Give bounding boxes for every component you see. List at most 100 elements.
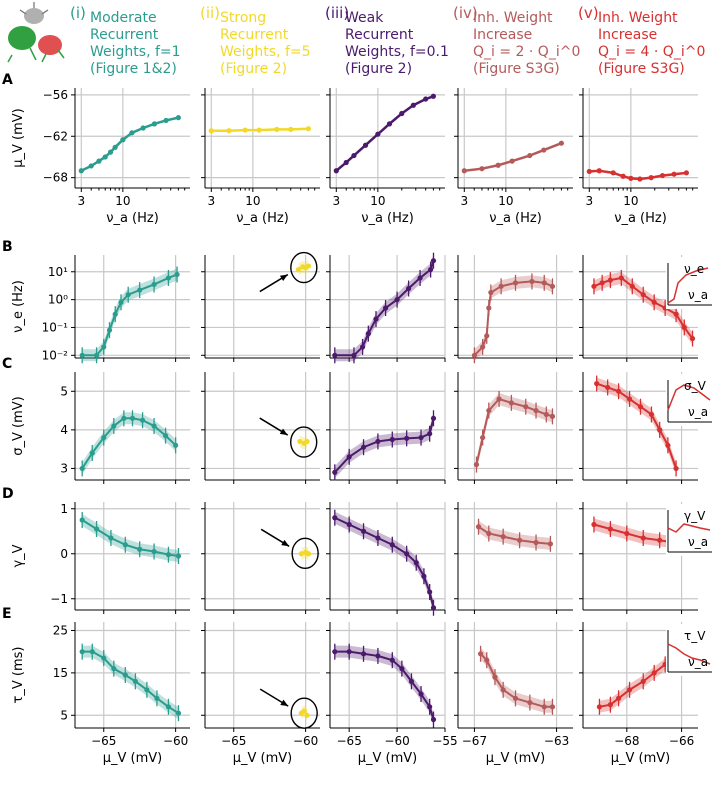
highlight-circle [290, 697, 318, 729]
inset-y-label: σ_V [684, 379, 707, 393]
x-axis-label: μ_V (mV) [358, 751, 418, 766]
data-point [375, 438, 381, 445]
column-header-line: (Figure 2) [345, 61, 412, 77]
x-tick-label: 10 [370, 194, 385, 208]
data-point [305, 263, 312, 269]
data-point [486, 305, 492, 311]
data-point [681, 324, 687, 331]
y-tick-label: −1 [50, 592, 68, 606]
inset-line [667, 523, 711, 533]
data-point [305, 126, 311, 132]
data-point [399, 666, 405, 672]
data-point [607, 702, 613, 708]
y-tick-label: −68 [43, 171, 68, 185]
inset: γ_V ν_a [666, 504, 716, 556]
data-point [301, 708, 307, 714]
data-point [359, 344, 366, 350]
data-point [79, 465, 85, 472]
data-point [509, 158, 515, 164]
data-point [295, 266, 302, 273]
column-header-line: Strong [220, 10, 266, 26]
data-point [89, 450, 95, 456]
column-header-line: (Figure 1&2) [90, 61, 177, 77]
x-tick-label: −66 [669, 734, 694, 748]
inset-y-label: γ_V [684, 509, 706, 523]
panel: −67 −63 μ_V (mV) [454, 622, 573, 766]
y-tick-label: 4 [60, 423, 68, 437]
data-point [637, 404, 644, 410]
data-point [541, 147, 547, 153]
x-axis-label: ν_a (Hz) [106, 211, 159, 226]
data-point [121, 415, 127, 421]
data-point [648, 175, 654, 181]
data-point [404, 551, 410, 557]
x-tick-label: −60 [163, 734, 188, 748]
y-tick-label: 10⁰ [48, 293, 68, 307]
data-point [471, 352, 478, 358]
column-roman-label: (ii) [200, 4, 220, 22]
data-point [508, 400, 514, 406]
y-tick-label: 15 [53, 666, 68, 680]
data-point [605, 384, 611, 391]
data-point [428, 266, 434, 273]
data-point [673, 465, 679, 472]
data-point [332, 469, 338, 475]
variability-band [476, 393, 553, 471]
inset: σ_V ν_a [666, 374, 716, 426]
data-point [88, 163, 94, 169]
inset: τ_V ν_a [666, 624, 716, 676]
data-point [541, 280, 547, 286]
data-point [144, 687, 150, 693]
series-line [473, 280, 553, 357]
arrow-head [280, 699, 289, 707]
data-point [527, 699, 533, 706]
data-point [421, 573, 427, 579]
data-point [93, 526, 100, 532]
data-point [405, 285, 412, 292]
y-tick-label: 1 [60, 502, 68, 516]
data-point [151, 548, 157, 555]
column-header-line: Recurrent [345, 27, 414, 43]
data-point [418, 691, 424, 697]
y-axis-label: μ_V (mV) [11, 108, 26, 168]
data-point [427, 704, 433, 710]
data-point [683, 170, 689, 176]
data-point [375, 131, 381, 137]
x-axis-label: μ_V (mV) [486, 751, 546, 766]
data-point [558, 140, 564, 146]
y-tick-label: −56 [43, 88, 68, 102]
inset-line [667, 384, 711, 411]
x-axis-label: ν_a (Hz) [361, 211, 414, 226]
y-tick-label: 10⁻² [42, 348, 69, 362]
data-point [543, 411, 549, 418]
x-tick-label: −67 [462, 734, 487, 748]
highlight-circle [290, 426, 318, 458]
data-point [596, 168, 602, 174]
data-point [174, 271, 180, 278]
inset-x-label: ν_a [688, 655, 708, 669]
data-point [512, 695, 519, 701]
data-point [500, 534, 506, 540]
data-point [112, 311, 118, 317]
data-point [151, 121, 158, 127]
data-point [517, 537, 523, 543]
data-point [79, 352, 85, 358]
data-point [106, 327, 113, 333]
y-tick-label: 25 [53, 623, 68, 637]
data-point [375, 535, 381, 541]
y-axis-label: σ_V (mV) [11, 396, 26, 455]
data-point [208, 128, 214, 134]
data-point [304, 712, 310, 718]
data-point [140, 125, 146, 131]
data-point [360, 651, 367, 657]
panel: 3 10 ν_a (Hz) [326, 88, 445, 226]
data-point [596, 704, 603, 710]
data-point [89, 649, 95, 655]
data-point [346, 649, 352, 655]
data-point [394, 297, 400, 303]
data-point [175, 710, 182, 716]
row-letter: D [2, 486, 14, 502]
data-point [163, 117, 169, 124]
x-tick-label: −68 [614, 734, 639, 748]
inset-background [666, 624, 716, 676]
